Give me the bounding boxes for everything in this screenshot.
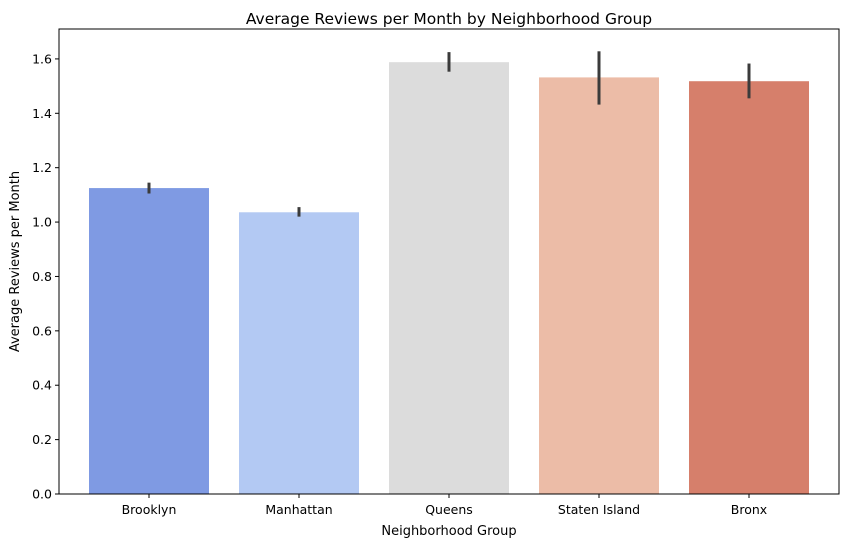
bar-staten-island	[539, 77, 659, 495]
y-tick-label: 0.2	[32, 432, 52, 447]
x-tick-label: Queens	[425, 502, 473, 517]
chart-title: Average Reviews per Month by Neighborhoo…	[246, 10, 652, 28]
y-tick-label: 0.4	[32, 378, 52, 393]
bar-manhattan	[239, 212, 359, 494]
y-tick-label: 0.6	[32, 323, 52, 338]
bar-bronx	[689, 81, 809, 495]
bars-layer	[89, 62, 809, 495]
y-tick-label: 0.0	[32, 487, 52, 502]
y-tick-label: 1.2	[32, 160, 52, 175]
y-axis-ticks: 0.0 0.2 0.4 0.6 0.8 1.0 1.2 1.4 1.6	[32, 51, 59, 502]
y-tick-label: 0.8	[32, 269, 52, 284]
x-axis-ticks: Brooklyn Manhattan Queens Staten Island Bron…	[122, 494, 767, 517]
bar-brooklyn	[89, 188, 209, 494]
x-tick-label: Manhattan	[265, 502, 332, 517]
y-tick-label: 1.6	[32, 51, 52, 66]
y-tick-label: 1.4	[32, 106, 52, 121]
error-bars-layer	[147, 51, 751, 217]
y-axis-label: Average Reviews per Month	[8, 171, 23, 352]
y-tick-label: 1.0	[32, 215, 52, 230]
x-tick-label: Bronx	[731, 502, 767, 517]
x-tick-label: Staten Island	[558, 502, 640, 517]
bar-queens	[389, 62, 509, 494]
x-tick-label: Brooklyn	[122, 502, 177, 517]
x-axis-label: Neighborhood Group	[381, 524, 516, 539]
